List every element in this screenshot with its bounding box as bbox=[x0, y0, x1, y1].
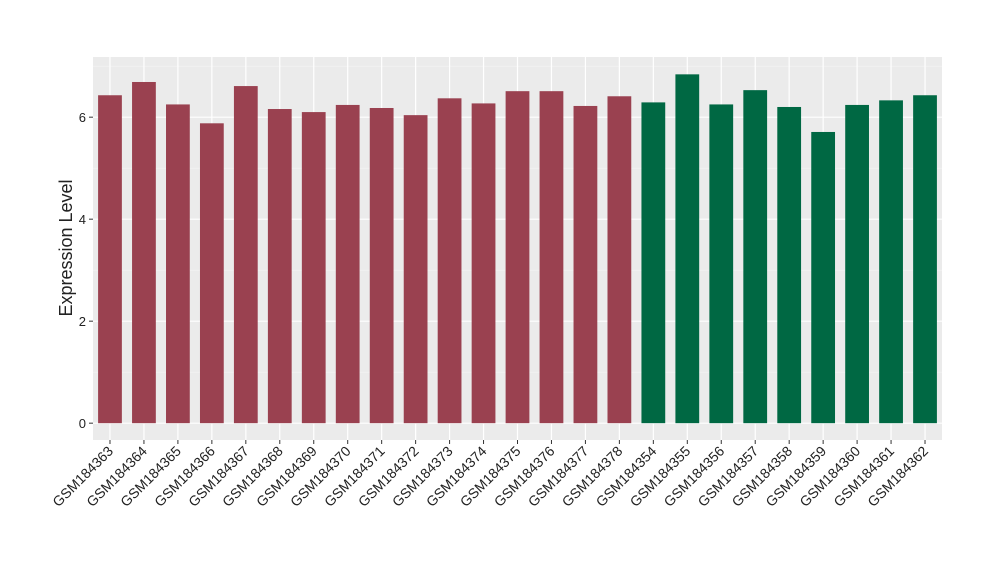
bar bbox=[913, 95, 937, 424]
bar bbox=[505, 91, 530, 424]
bar bbox=[811, 131, 836, 424]
y-axis-title: Expression Level bbox=[56, 179, 76, 316]
y-tick-label: 2 bbox=[79, 314, 86, 329]
bar bbox=[267, 109, 292, 424]
bar bbox=[335, 104, 360, 424]
bar bbox=[98, 95, 122, 424]
bar bbox=[607, 96, 632, 424]
bar bbox=[403, 115, 428, 424]
bar bbox=[199, 123, 224, 424]
bar bbox=[132, 81, 156, 424]
bar bbox=[471, 103, 496, 424]
bar bbox=[166, 104, 190, 424]
bar bbox=[743, 90, 768, 424]
bar bbox=[879, 100, 903, 424]
bar bbox=[233, 86, 258, 424]
bar bbox=[437, 98, 462, 424]
bar bbox=[369, 107, 394, 424]
bar bbox=[675, 74, 700, 424]
bar bbox=[641, 102, 666, 424]
bar bbox=[709, 104, 734, 424]
bar bbox=[777, 106, 802, 424]
y-tick-label: 6 bbox=[79, 110, 86, 125]
y-tick-label: 4 bbox=[79, 212, 86, 227]
bar bbox=[573, 105, 598, 424]
bar bbox=[301, 112, 326, 424]
y-tick-label: 0 bbox=[79, 416, 86, 431]
bar bbox=[539, 91, 564, 424]
bar bbox=[845, 104, 869, 424]
